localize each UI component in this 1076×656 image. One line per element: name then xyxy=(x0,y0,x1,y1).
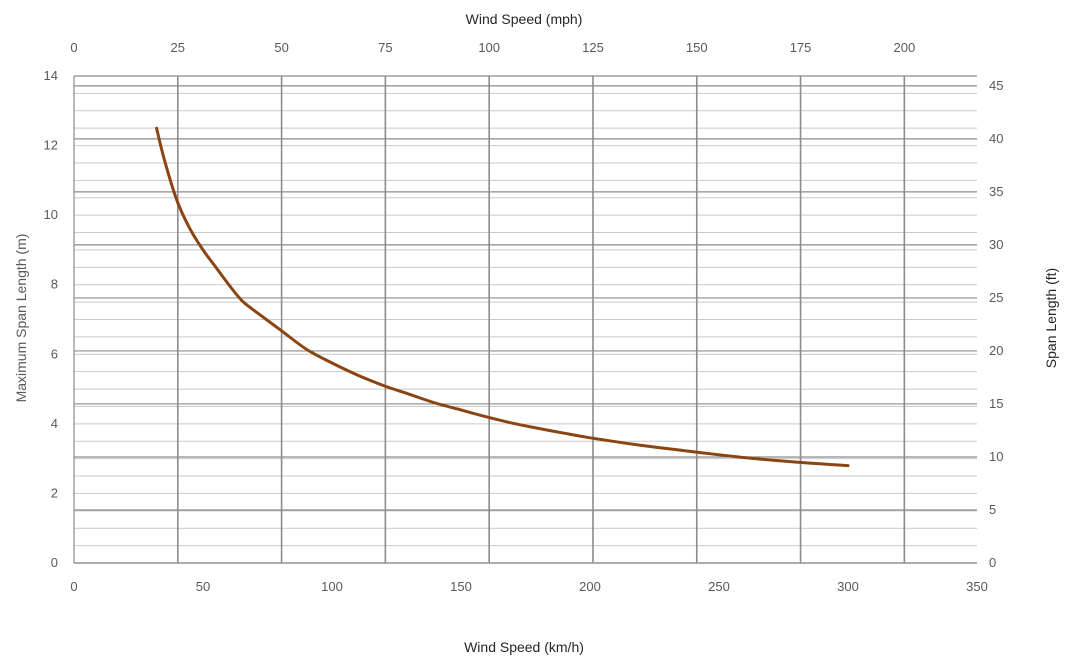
x-bottom-tick-label: 250 xyxy=(708,579,730,594)
x-top-tick-label: 200 xyxy=(893,40,915,55)
x-top-tick-label: 75 xyxy=(378,40,392,55)
y-left-tick-label: 10 xyxy=(44,207,58,222)
y-right-axis-title: Span Length (ft) xyxy=(1043,268,1059,368)
y-left-tick-label: 6 xyxy=(51,346,58,361)
y-left-tick-label: 12 xyxy=(44,138,58,153)
y-right-tick-label: 15 xyxy=(989,396,1003,411)
x-top-tick-label: 100 xyxy=(478,40,500,55)
y-left-tick-label: 2 xyxy=(51,485,58,500)
y-right-tick-label: 0 xyxy=(989,555,996,570)
x-top-tick-label: 25 xyxy=(171,40,185,55)
y-right-tick-label: 5 xyxy=(989,502,996,517)
y-left-axis-title: Maximum Span Length (m) xyxy=(13,234,29,403)
x-bottom-tick-label: 350 xyxy=(966,579,988,594)
y-right-tick-label: 40 xyxy=(989,131,1003,146)
y-right-tick-label: 20 xyxy=(989,343,1003,358)
x-bottom-tick-label: 50 xyxy=(196,579,210,594)
series-layer xyxy=(157,128,848,465)
y-right-tick-label: 30 xyxy=(989,237,1003,252)
x-bottom-tick-label: 0 xyxy=(70,579,77,594)
x-bottom-tick-label: 100 xyxy=(321,579,343,594)
y-right-tick-label: 25 xyxy=(989,290,1003,305)
x-top-tick-label: 0 xyxy=(70,40,77,55)
x-top-axis-title: Wind Speed (mph) xyxy=(466,11,583,27)
x-bottom-axis-title: Wind Speed (km/h) xyxy=(464,639,584,655)
x-top-tick-label: 150 xyxy=(686,40,708,55)
y-left-tick-label: 14 xyxy=(44,68,58,83)
series-line-0 xyxy=(157,128,848,465)
x-top-tick-label: 175 xyxy=(790,40,812,55)
y-left-tick-label: 8 xyxy=(51,277,58,292)
y-right-tick-label: 45 xyxy=(989,78,1003,93)
y-left-tick-label: 4 xyxy=(51,416,58,431)
y-left-tick-label: 0 xyxy=(51,555,58,570)
gridlines xyxy=(74,76,977,563)
x-bottom-tick-label: 300 xyxy=(837,579,859,594)
x-bottom-tick-label: 200 xyxy=(579,579,601,594)
y-right-tick-label: 35 xyxy=(989,184,1003,199)
x-top-tick-label: 50 xyxy=(274,40,288,55)
y-right-tick-label: 10 xyxy=(989,449,1003,464)
x-bottom-tick-label: 150 xyxy=(450,579,472,594)
x-top-tick-label: 125 xyxy=(582,40,604,55)
